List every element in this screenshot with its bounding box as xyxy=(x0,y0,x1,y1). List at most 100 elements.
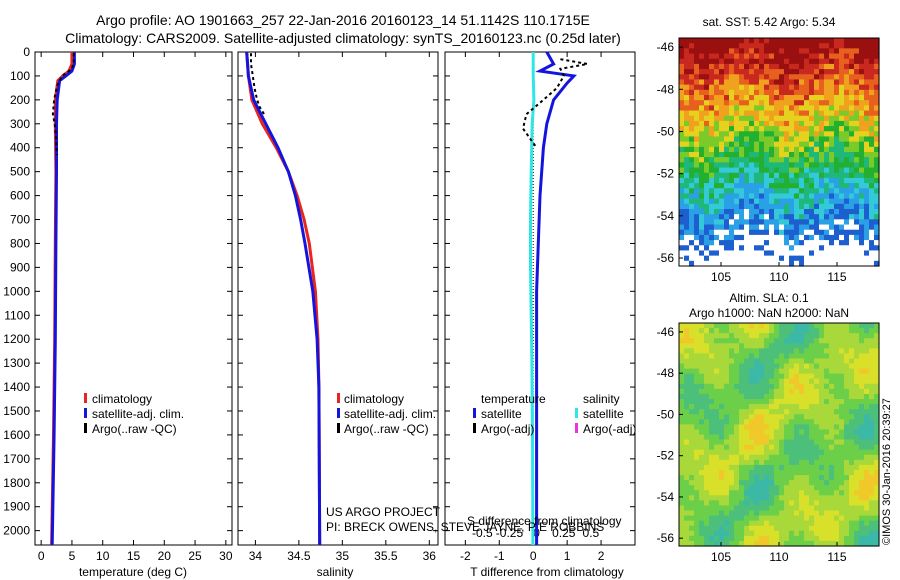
map-cell xyxy=(699,214,705,220)
map-cell xyxy=(814,198,820,205)
map-cell xyxy=(704,146,710,153)
map-cell xyxy=(734,333,740,339)
map-cell xyxy=(739,193,745,200)
map-cell xyxy=(864,525,870,532)
map-cell xyxy=(679,328,685,334)
map-cell xyxy=(774,373,780,380)
map-cell xyxy=(704,89,710,96)
map-cell xyxy=(744,53,750,60)
map-cell xyxy=(744,348,750,355)
map-cell xyxy=(679,378,685,385)
map-cell xyxy=(854,240,860,246)
map-cell xyxy=(684,535,690,542)
map-cell xyxy=(694,245,700,252)
map-cell xyxy=(719,439,725,446)
map-cell xyxy=(744,229,750,236)
map-cell xyxy=(689,79,695,86)
map-cell xyxy=(799,152,805,158)
map-cell xyxy=(689,100,695,106)
map-cell xyxy=(839,84,845,91)
map-cell xyxy=(834,157,840,163)
map-cell xyxy=(784,136,790,143)
map-cell xyxy=(824,84,830,91)
map-cell xyxy=(819,255,825,262)
map-cell xyxy=(849,353,855,360)
map-cell xyxy=(719,219,725,226)
map-cell xyxy=(729,58,735,65)
map-cell xyxy=(684,343,690,349)
map-cell xyxy=(834,424,840,431)
map-cell xyxy=(769,74,775,81)
map-cell xyxy=(684,74,690,81)
map-cell xyxy=(714,250,720,257)
map-cell xyxy=(769,115,775,122)
map-cell xyxy=(874,480,880,486)
map-cell xyxy=(834,490,840,496)
map-cell xyxy=(869,540,875,547)
legend-label-climatology: climatology xyxy=(344,392,404,406)
map-cell xyxy=(809,89,815,96)
map-cell xyxy=(729,515,735,522)
map-cell xyxy=(754,79,760,86)
map-cell xyxy=(724,209,730,215)
map-cell xyxy=(859,469,865,476)
map-cell xyxy=(744,393,750,400)
map-cell xyxy=(859,343,865,349)
map-cell xyxy=(684,449,690,456)
map-cell xyxy=(709,378,715,385)
map-cell xyxy=(744,429,750,436)
map-lon-label: 115 xyxy=(827,550,846,564)
map-cell xyxy=(874,74,880,81)
map-cell xyxy=(824,535,830,542)
map-cell xyxy=(754,399,760,405)
map-cell xyxy=(869,393,875,400)
map-cell xyxy=(839,348,845,355)
map-cell xyxy=(814,520,820,527)
map-cell xyxy=(744,515,750,522)
map-cell xyxy=(679,475,685,481)
map-cell xyxy=(704,495,710,501)
map-cell xyxy=(764,120,770,127)
map-cell xyxy=(794,157,800,163)
map-cell xyxy=(859,525,865,532)
map-cell xyxy=(774,353,780,360)
map-cell xyxy=(804,146,810,153)
map-cell xyxy=(794,229,800,236)
map-cell xyxy=(784,454,790,461)
map-cell xyxy=(849,183,855,189)
map-cell xyxy=(699,530,705,537)
map-cell xyxy=(729,368,735,375)
map-cell xyxy=(814,530,820,537)
map-cell xyxy=(869,535,875,542)
map-cell xyxy=(684,79,690,86)
map-cell xyxy=(874,348,880,355)
map-cell xyxy=(859,183,865,189)
map-cell xyxy=(864,520,870,527)
map-cell xyxy=(874,449,880,456)
map-cell xyxy=(754,43,760,49)
map-cell xyxy=(739,250,745,257)
map-cell xyxy=(709,136,715,143)
map-cell xyxy=(859,429,865,436)
map-cell xyxy=(764,505,770,512)
map-cell xyxy=(709,510,715,517)
map-cell xyxy=(754,505,760,512)
map-cell xyxy=(764,424,770,431)
map-cell xyxy=(854,444,860,451)
map-cell xyxy=(729,260,735,267)
map-cell xyxy=(684,209,690,215)
map-cell xyxy=(764,100,770,106)
map-cell xyxy=(814,100,820,106)
map-cell xyxy=(749,409,755,415)
map-cell xyxy=(804,188,810,195)
map-cell xyxy=(709,152,715,158)
map-cell xyxy=(834,146,840,153)
map-cell xyxy=(839,95,845,101)
map-cell xyxy=(814,74,820,81)
map-cell xyxy=(714,520,720,527)
map-cell xyxy=(839,250,845,257)
map-cell xyxy=(749,363,755,370)
map-cell xyxy=(754,63,760,70)
map-cell xyxy=(774,115,780,122)
map-cell xyxy=(749,368,755,375)
